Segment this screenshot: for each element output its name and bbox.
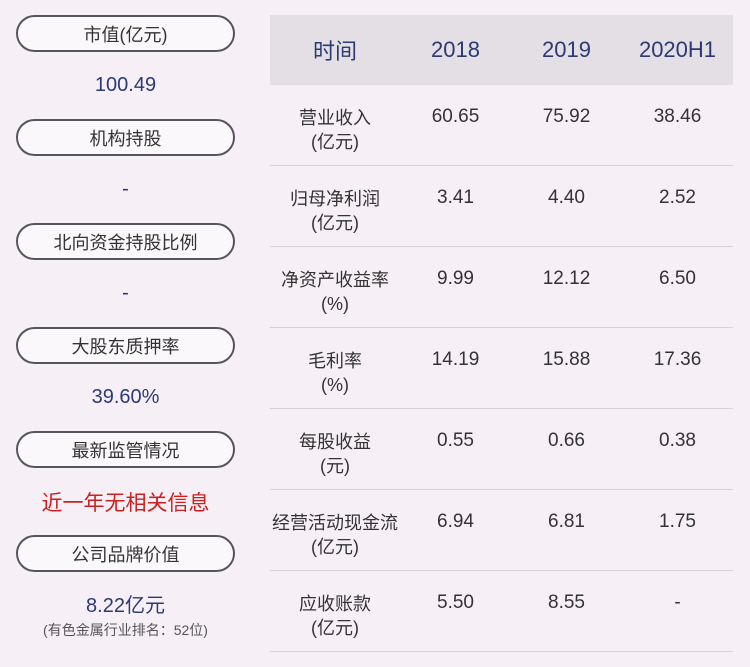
- row-label: 毛利率 (%): [308, 351, 362, 395]
- market-cap-value: 100.49: [94, 74, 157, 96]
- left-metrics-panel: 市值(亿元) 100.49 机构持股 - 北向资金持股比例 - 大股东质押率 3…: [16, 15, 235, 646]
- table-row: 归母净利润 (亿元) 3.41 4.40 2.52: [270, 166, 733, 247]
- header-2020h1: 2020H1: [638, 37, 717, 62]
- row-label: 营业收入 (亿元): [299, 108, 371, 152]
- row-value: 4.40: [548, 187, 585, 208]
- northbound-holdings-label: 北向资金持股比例: [16, 223, 235, 260]
- row-value: 0.66: [548, 430, 585, 451]
- row-label: 应收账款 (亿元): [299, 594, 371, 638]
- header-time: 时间: [312, 39, 357, 64]
- brand-rank-note: (有色金属行业排名：52位): [43, 622, 208, 638]
- row-label: 每股收益 (元): [299, 432, 371, 476]
- row-value: 17.36: [653, 349, 702, 370]
- brand-value-label: 公司品牌价值: [16, 535, 235, 572]
- row-value: 0.55: [437, 430, 474, 451]
- table-row: 应收账款 (亿元) 5.50 8.55 -: [270, 571, 733, 652]
- table-header: 时间 2018 2019 2020H1: [270, 15, 733, 85]
- row-value: -: [674, 592, 681, 613]
- row-value: 2.52: [659, 187, 696, 208]
- row-value: 6.81: [548, 511, 585, 532]
- table-row: 营业收入 (亿元) 60.65 75.92 38.46: [270, 85, 733, 166]
- row-value: 5.50: [437, 592, 474, 613]
- row-value: 14.19: [431, 349, 480, 370]
- row-label: 经营活动现金流 (亿元): [272, 513, 398, 557]
- row-value: 3.41: [437, 187, 474, 208]
- institutional-holdings-value: -: [122, 178, 129, 200]
- pledge-ratio-value: 39.60%: [91, 386, 160, 408]
- regulatory-status-value: 近一年无相关信息: [41, 491, 210, 515]
- row-value: 60.65: [431, 106, 480, 127]
- financial-table: 时间 2018 2019 2020H1 营业收入 (亿元) 60.65 75.92…: [270, 15, 733, 652]
- row-value: 1.75: [659, 511, 696, 532]
- table-row: 毛利率 (%) 14.19 15.88 17.36: [270, 328, 733, 409]
- row-value: 75.92: [542, 106, 591, 127]
- row-value: 6.94: [437, 511, 474, 532]
- table-row: 每股收益 (元) 0.55 0.66 0.38: [270, 409, 733, 490]
- table-row: 经营活动现金流 (亿元) 6.94 6.81 1.75: [270, 490, 733, 571]
- row-value: 9.99: [437, 268, 474, 289]
- row-value: 38.46: [653, 106, 702, 127]
- row-value: 15.88: [542, 349, 591, 370]
- row-label: 归母净利润 (亿元): [290, 189, 380, 233]
- table-row: 净资产收益率 (%) 9.99 12.12 6.50: [270, 247, 733, 328]
- header-2019: 2019: [542, 37, 591, 62]
- row-value: 6.50: [659, 268, 696, 289]
- row-label: 净资产收益率 (%): [281, 270, 389, 314]
- header-2018: 2018: [431, 37, 480, 62]
- institutional-holdings-label: 机构持股: [16, 119, 235, 156]
- northbound-holdings-value: -: [122, 282, 129, 304]
- regulatory-status-label: 最新监管情况: [16, 431, 235, 468]
- row-value: 0.38: [659, 430, 696, 451]
- row-value: 8.55: [548, 592, 585, 613]
- market-cap-label: 市值(亿元): [16, 15, 235, 52]
- brand-value: 8.22亿元 (有色金属行业排名：52位): [43, 595, 208, 638]
- row-value: 12.12: [542, 268, 591, 289]
- pledge-ratio-label: 大股东质押率: [16, 327, 235, 364]
